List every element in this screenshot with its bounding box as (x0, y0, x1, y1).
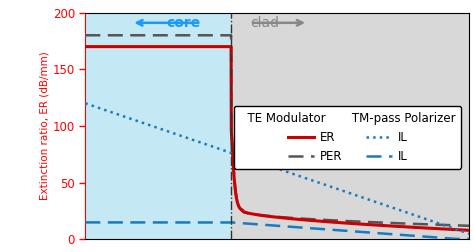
Bar (85, 13, 231, 239)
Text: clad: clad (250, 16, 279, 30)
Text: core: core (166, 16, 201, 30)
Y-axis label: Extinction ratio, ER (dB/mm): Extinction ratio, ER (dB/mm) (40, 52, 50, 200)
Legend: ER, PER, IL, IL: ER, PER, IL, IL (234, 106, 461, 169)
Bar (231, 13, 469, 239)
